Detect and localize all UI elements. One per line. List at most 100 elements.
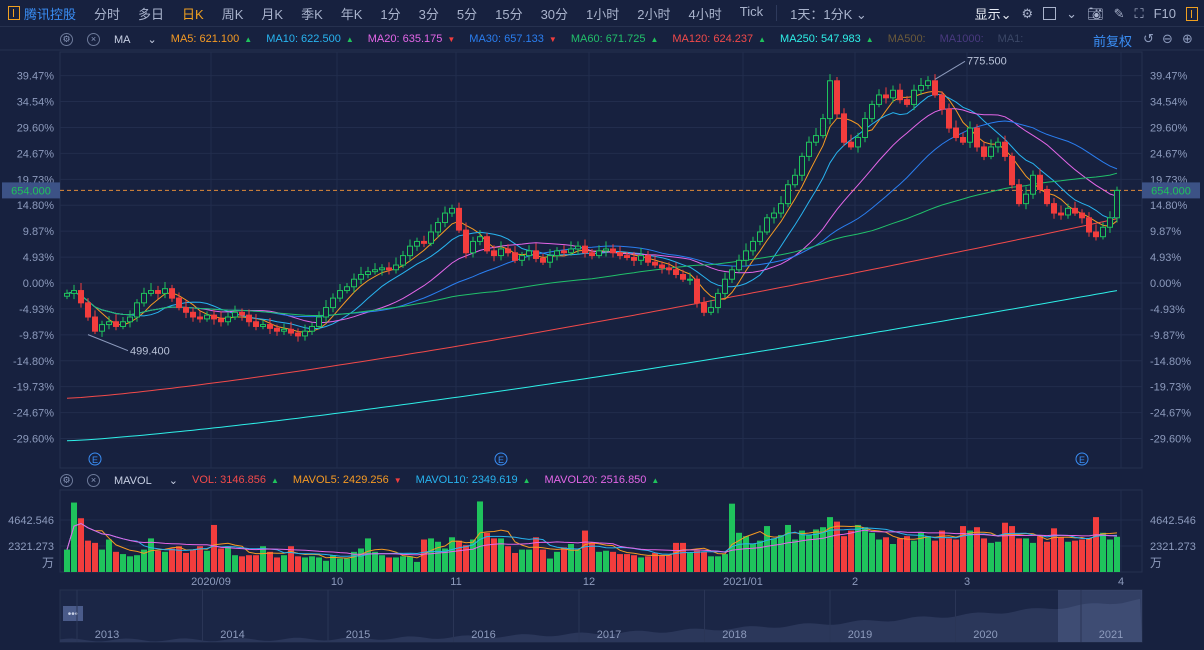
volume-bar — [456, 540, 462, 572]
candle — [225, 312, 231, 326]
high-pointer — [934, 60, 966, 80]
tab-2[interactable]: 日K — [182, 6, 204, 22]
candle — [386, 262, 392, 275]
volume-bar — [638, 557, 644, 572]
event-marker-icon — [88, 452, 102, 466]
volume-bar — [561, 547, 567, 572]
tab-11[interactable]: 30分 — [540, 6, 569, 22]
legend-value: MA10: 622.500 — [266, 33, 341, 45]
candle-body — [827, 80, 833, 120]
tab-10[interactable]: 15分 — [495, 6, 523, 22]
vol-indicator-select[interactable]: MAVOL ⌄ — [114, 474, 178, 487]
candle-body — [267, 324, 273, 329]
candle — [274, 324, 280, 336]
candle — [330, 293, 336, 313]
volume-bar — [526, 549, 532, 572]
volume-bar — [869, 532, 875, 572]
volume-bar — [820, 527, 826, 572]
left-panel-toggle-icon[interactable] — [8, 6, 20, 20]
stock-name[interactable]: 腾讯控股 — [24, 6, 77, 22]
chevron-down-icon[interactable]: ⌄ — [1066, 5, 1078, 21]
ma-close-icon[interactable]: × — [87, 32, 100, 46]
volume-bar — [1037, 536, 1043, 572]
ma20-line — [66, 108, 1118, 324]
tab-3[interactable]: 周K — [221, 6, 244, 22]
candle — [232, 305, 238, 320]
y-tick-right: -14.80% — [1150, 356, 1191, 368]
tab-7[interactable]: 1分 — [380, 6, 401, 22]
tab-15[interactable]: Tick — [739, 3, 764, 19]
candle-body — [491, 250, 497, 257]
volume-bar — [491, 538, 497, 572]
candle-body — [400, 255, 406, 266]
volume-bar — [554, 551, 560, 572]
adjust-button[interactable]: 前复权 — [1092, 34, 1132, 49]
navigator-handle-icon[interactable] — [63, 606, 83, 621]
tab-8[interactable]: 3分 — [418, 6, 439, 22]
display-menu[interactable]: 显示⌄ — [974, 7, 1012, 22]
fullscreen-icon[interactable]: ⛶ — [1134, 5, 1144, 21]
candle-body — [183, 307, 189, 313]
volume-bar — [1023, 538, 1029, 572]
volume-bar — [673, 542, 679, 572]
volume-bar — [778, 535, 784, 572]
volume-bar — [792, 539, 798, 572]
navigator-year: 2018 — [722, 629, 746, 641]
tab-13[interactable]: 2小时 — [637, 6, 671, 22]
vol-close-icon[interactable]: × — [87, 473, 100, 487]
arrow-up-icon: ▲ — [650, 35, 659, 44]
pencil-icon[interactable]: ✎ — [1113, 5, 1125, 21]
volume-bar — [365, 538, 371, 572]
zoom-in-icon[interactable]: ⊕ — [1182, 31, 1193, 46]
candle — [288, 321, 294, 336]
candle-body — [1079, 212, 1085, 219]
candle-body — [659, 264, 665, 269]
tab-9[interactable]: 5分 — [456, 6, 478, 22]
tab-6[interactable]: 年K — [340, 6, 363, 22]
candle — [981, 141, 987, 161]
candle — [848, 134, 854, 150]
y-tick-left: -9.87% — [19, 330, 54, 342]
candle — [176, 292, 182, 311]
volume-bar — [568, 543, 574, 572]
candle-body — [85, 302, 91, 318]
tab-5[interactable]: 季K — [301, 6, 323, 22]
f10-button[interactable]: F10 — [1153, 6, 1176, 21]
vol-settings-icon[interactable]: ⚙ — [60, 473, 73, 487]
volume-bar — [246, 555, 252, 572]
y-tick-right: -9.87% — [1150, 330, 1185, 342]
volume-bar — [652, 552, 658, 572]
ma-settings-icon[interactable]: ⚙ — [60, 32, 73, 46]
interval-select[interactable]: 1天：1分K ⌄ — [790, 6, 867, 22]
ma-indicator-select[interactable]: MA ⌄ — [114, 33, 157, 46]
candle-body — [316, 316, 322, 327]
tab-14[interactable]: 4小时 — [688, 6, 722, 22]
candle-body — [729, 269, 735, 280]
right-panel-toggle-icon[interactable] — [1186, 6, 1198, 21]
tab-12[interactable]: 1小时 — [586, 6, 620, 22]
volume-bar — [771, 538, 777, 572]
candle-body — [239, 311, 245, 316]
candle — [246, 309, 252, 327]
candle — [540, 253, 546, 266]
tab-4[interactable]: 月K — [261, 6, 284, 22]
zoom-out-icon[interactable]: ⊖ — [1162, 31, 1173, 46]
y-tick-left: -4.93% — [19, 304, 54, 316]
vol-legend: ⚙ × MAVOL ⌄ VOL: 3146.856 ▲ MAVOL5: 2429.2… — [60, 470, 687, 490]
candle — [666, 262, 672, 275]
candle — [561, 245, 567, 257]
settings-gear-icon[interactable]: ⚙ — [1021, 5, 1034, 21]
volume-bar — [519, 549, 525, 572]
y-tick-left: 39.47% — [17, 71, 55, 83]
candle-body — [302, 330, 308, 337]
tab-1[interactable]: 多日 — [138, 6, 165, 22]
tab-0[interactable]: 分时 — [94, 6, 121, 22]
candle-body — [610, 248, 616, 254]
reset-icon[interactable]: ↺ — [1143, 31, 1154, 46]
candle — [764, 214, 770, 235]
camera-icon[interactable]: 📷︎ — [1087, 5, 1104, 21]
volume-bar — [435, 541, 441, 572]
volume-bar — [1044, 541, 1050, 572]
color-box-icon[interactable] — [1043, 7, 1057, 20]
